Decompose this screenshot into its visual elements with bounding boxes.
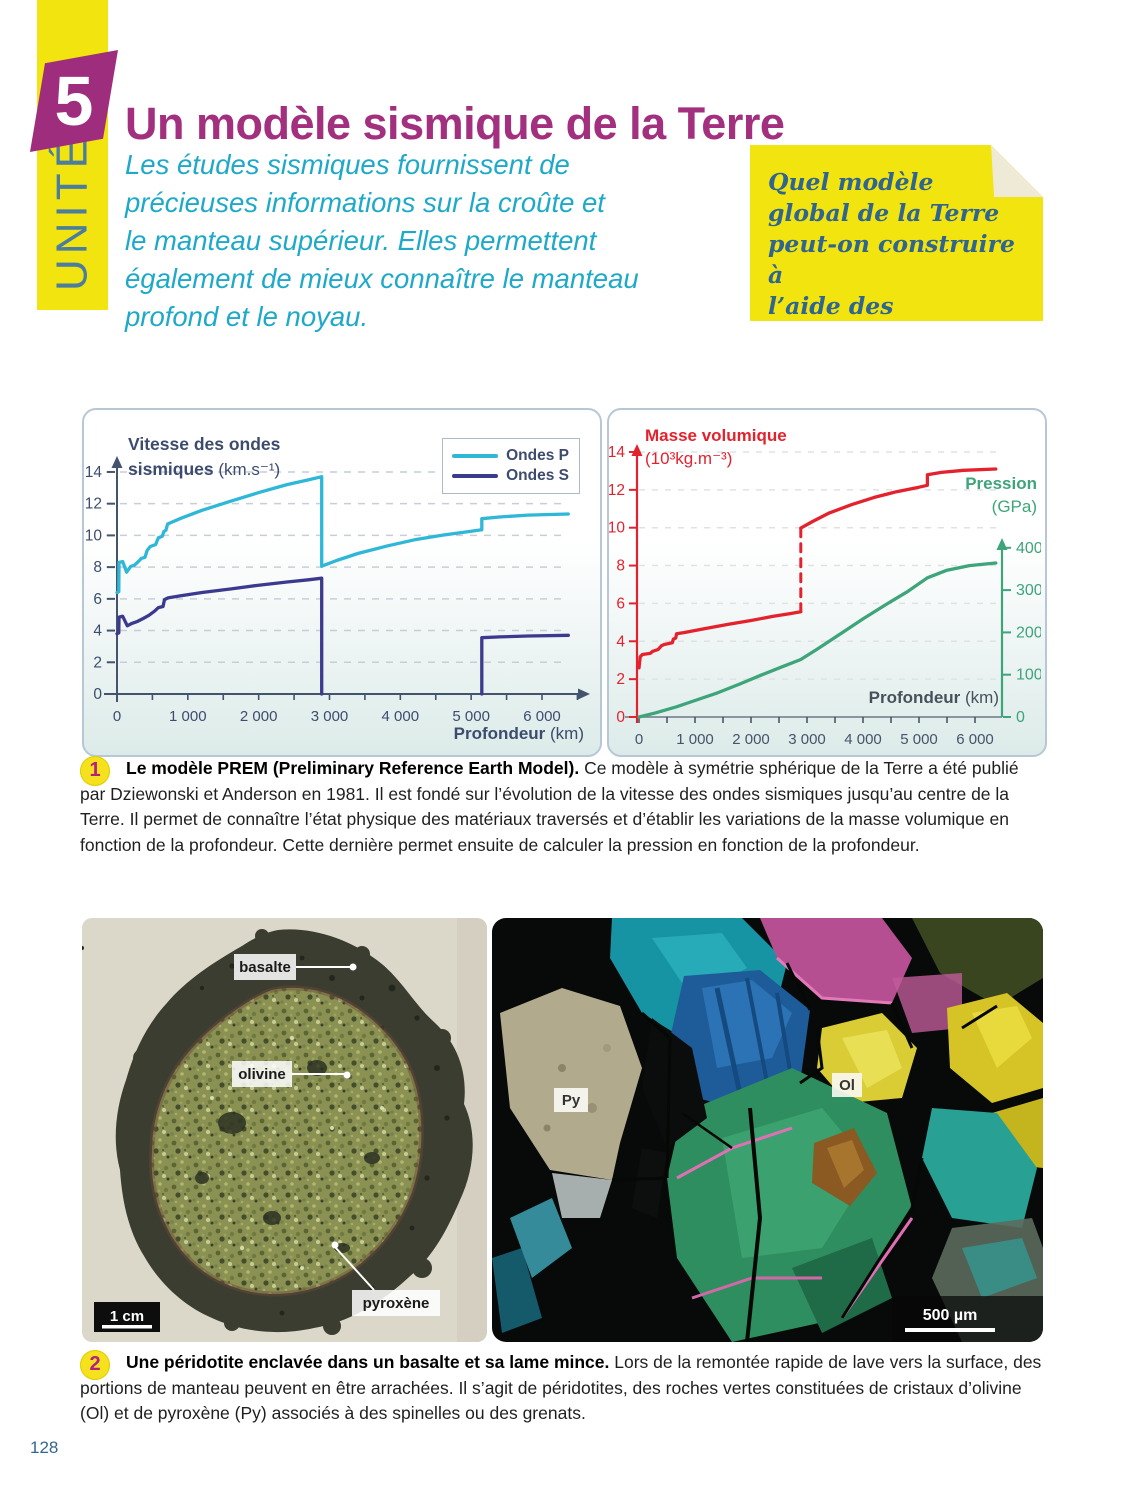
leader-dot [349,963,357,971]
x-tick-label: 3 000 [311,708,349,725]
leader-dot [343,1071,351,1079]
axis-arrow [578,688,590,700]
series-ondes-s [480,633,570,696]
pression-tick-label: 100 [1016,667,1041,684]
pression-tick-label: 200 [1016,624,1041,641]
chart-ondes-svg: 0 1 000 2 000 3 000 4 000 5 000 6 000 0 2 4 6 8 10 12… [85,456,590,725]
axis-arrow [111,456,123,468]
x-tick-label: 5 000 [900,731,938,748]
x-tick-label: 4 000 [844,731,882,748]
masse-tick-label: 4 [616,633,625,650]
label-ol: Ol [832,1073,862,1097]
masse-volumique-axis-title: Masse volumique (10³kg.m⁻³) [645,426,787,468]
svg-text:Py: Py [562,1092,581,1109]
label-olivine: olivine [232,1061,351,1087]
x-tick-label: 5 000 [452,708,490,725]
y-tick-label: 4 [93,623,102,640]
caption-1-badge: 1 [80,756,110,786]
y-tick-label: 0 [93,686,102,703]
label-py: Py [554,1088,588,1112]
label-pyroxene: pyroxène [331,1241,440,1316]
axis-arrow [631,444,643,456]
chart-ondes-title: Vitesse des ondes sismiques (km.s⁻¹) [128,434,281,479]
series-masse-volumique [637,610,803,670]
svg-text:pyroxène: pyroxène [363,1295,430,1312]
note-folded-corner [991,145,1043,197]
masse-tick-label: 12 [609,482,625,499]
unit-band [37,0,108,310]
unit-number: 5 [54,62,94,140]
chart-ondes-xlabel: Profondeur (km) [453,724,584,743]
photo-thin-section: Py Ol 500 µm [492,918,1043,1342]
caption-2-badge: 2 [80,1350,110,1380]
chart-masse-pression-svg: 0 1 000 2 000 3 000 4 000 5 000 6 000 0 2 4 6 8 10 12… [609,444,1041,748]
ondes-s-line-swatch [452,474,498,478]
caption-1-text: Le modèle PREM (Preliminary Reference Ea… [80,758,1019,855]
series-masse-volumique [799,467,998,530]
legend-row-ondes-s: Ondes S [452,466,569,486]
svg-text:1 cm: 1 cm [110,1308,144,1325]
chart-panel-masse-pression: 0 1 000 2 000 3 000 4 000 5 000 6 000 0 2 4 6 8 10 12… [607,408,1047,757]
masse-tick-label: 10 [609,520,625,537]
x-tick-label: 1 000 [169,708,207,725]
y-tick-label: 2 [93,654,102,671]
masse-tick-label: 2 [616,671,625,688]
photo-peridotite-rock: basalte olivine pyroxène 1 cm [82,918,487,1342]
x-tick-label: 0 [635,731,643,748]
label-basalte: basalte [234,954,357,980]
x-tick-label: 6 000 [956,731,994,748]
ondes-p-line-swatch [452,454,498,458]
x-tick-label: 4 000 [382,708,420,725]
series-ondes-s [115,576,324,696]
masse-tick-label: 14 [609,444,625,461]
page-number: 128 [30,1438,59,1457]
caption-2-text: Une péridotite enclavée dans un basalte … [80,1352,1042,1423]
pression-tick-label: 400 [1016,540,1041,557]
x-tick-label: 2 000 [240,708,278,725]
cracks [611,962,998,1342]
svg-text:olivine: olivine [238,1066,286,1083]
series-pression [637,561,998,719]
chart-legend: Ondes P Ondes S [442,438,580,494]
y-tick-label: 12 [85,496,102,513]
scale-bar-1cm: 1 cm [94,1302,160,1332]
crystals [492,918,1043,1342]
intro-text: Les études sismiques fournissent de préc… [125,149,639,332]
vesicles [82,946,450,1316]
caption-peridotite: 2 Une péridotite enclavée dans un basalt… [80,1350,1045,1427]
legend-label-ondes-s: Ondes S [506,467,569,484]
scale-bar-500um: 500 µm [892,1296,1043,1342]
svg-text:basalte: basalte [239,959,291,976]
caption-prem: 1 Le modèle PREM (Preliminary Reference … [80,756,1045,858]
svg-text:500 µm: 500 µm [923,1307,978,1324]
x-tick-label: 0 [113,708,121,725]
peridotite-rock-illustration: basalte olivine pyroxène 1 cm [82,918,487,1342]
thin-section-illustration: Py Ol 500 µm [492,918,1043,1342]
question-note-text: Quel modèle global de la Terre peut-on c… [768,168,1015,382]
x-tick-label: 3 000 [788,731,826,748]
pression-tick-label: 300 [1016,582,1041,599]
legend-label-ondes-p: Ondes P [506,447,569,464]
chart-panel-ondes: 0 1 000 2 000 3 000 4 000 5 000 6 000 0 2 4 6 8 10 12… [82,408,602,757]
x-tick-label: 2 000 [732,731,770,748]
x-tick-label: 6 000 [523,708,561,725]
pression-axis-title: Pression (GPa) [965,474,1037,516]
y-tick-label: 10 [85,527,103,544]
unit-number-badge: 5 [30,50,118,152]
masse-tick-label: 8 [616,558,625,575]
chart-masse-xlabel: Profondeur (km) [868,688,999,707]
x-tick-label: 1 000 [676,731,714,748]
y-tick-label: 8 [93,559,102,576]
masse-tick-label: 6 [616,595,625,612]
series-ondes-p [115,475,570,595]
legend-row-ondes-p: Ondes P [452,446,569,466]
olivine-interior [149,985,424,1297]
y-tick-label: 14 [85,464,103,481]
masse-tick-label: 0 [616,709,625,726]
pression-tick-label: 0 [1016,709,1025,726]
page-title: Un modèle sismique de la Terre [125,98,785,150]
y-tick-label: 6 [93,591,102,608]
leader-dot [331,1241,339,1249]
svg-text:Ol: Ol [839,1077,855,1094]
